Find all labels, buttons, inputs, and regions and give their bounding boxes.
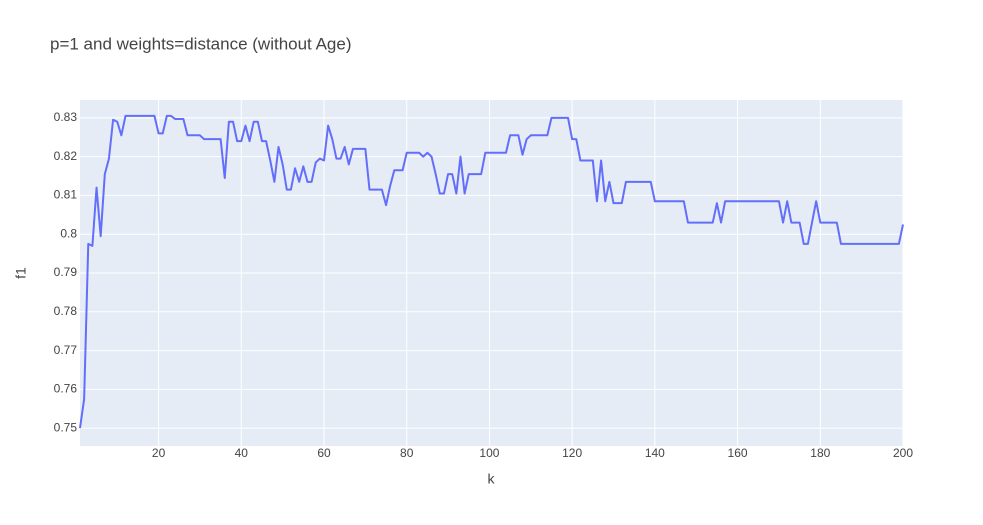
x-tick-label: 140 — [645, 446, 665, 460]
chart-title: p=1 and weights=distance (without Age) — [50, 34, 351, 53]
x-tick-label: 80 — [400, 446, 414, 460]
y-tick-label: 0.76 — [54, 382, 78, 396]
x-tick-label: 40 — [235, 446, 249, 460]
y-axis-label: f1 — [13, 267, 29, 279]
x-tick-label: 160 — [728, 446, 748, 460]
x-axis-label: k — [488, 471, 496, 487]
y-tick-label: 0.77 — [54, 343, 78, 357]
x-tick-label: 100 — [479, 446, 499, 460]
x-tick-label: 120 — [562, 446, 582, 460]
y-tick-label: 0.78 — [54, 304, 78, 318]
marks — [79, 114, 904, 429]
x-tick-label: 20 — [152, 446, 166, 460]
grid — [80, 100, 904, 446]
x-tick-label: 200 — [893, 446, 913, 460]
y-tick-label: 0.82 — [54, 149, 78, 163]
y-tick-label: 0.79 — [54, 265, 78, 279]
y-tick-label: 0.83 — [54, 110, 78, 124]
y-tick-label: 0.8 — [60, 226, 77, 240]
x-tick-label: 60 — [317, 446, 331, 460]
x-tick-label: 180 — [810, 446, 830, 460]
line — [79, 114, 904, 429]
y-tick-label: 0.81 — [54, 188, 78, 202]
y-tick-label: 0.75 — [54, 420, 78, 434]
